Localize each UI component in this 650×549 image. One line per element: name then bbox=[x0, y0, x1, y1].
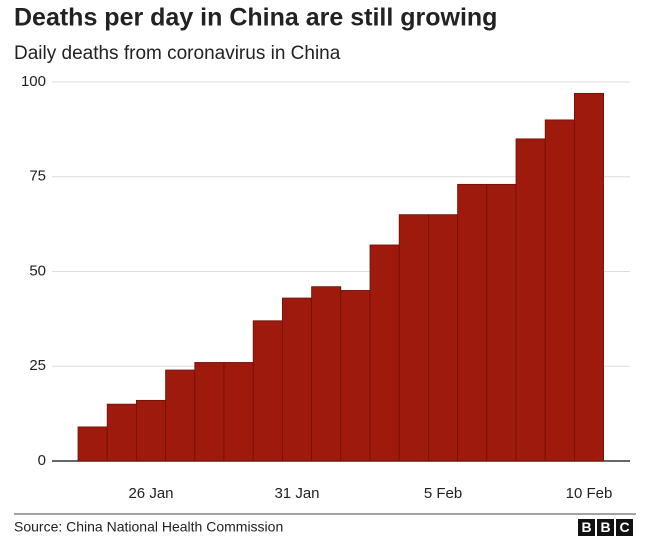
bar bbox=[544, 119, 575, 462]
bar bbox=[427, 214, 458, 462]
logo-letter: C bbox=[619, 519, 629, 535]
bar bbox=[252, 320, 283, 462]
logo-box bbox=[578, 519, 595, 536]
chart-subtitle: Daily deaths from coronavirus in China bbox=[14, 43, 341, 64]
bar bbox=[135, 399, 166, 462]
bar bbox=[574, 92, 605, 462]
chart-title: Deaths per day in China are still growin… bbox=[14, 4, 497, 32]
y-tick-label: 75 bbox=[29, 168, 46, 185]
logo-letter: B bbox=[581, 519, 591, 535]
x-tick-label: 5 Feb bbox=[424, 485, 462, 502]
bar bbox=[457, 183, 488, 462]
logo-box bbox=[616, 519, 633, 536]
y-tick-label: 0 bbox=[38, 452, 46, 469]
source: Source: China National Health Commission bbox=[14, 519, 283, 535]
bar bbox=[223, 362, 254, 462]
y-tick-label: 50 bbox=[29, 262, 46, 279]
bar bbox=[398, 214, 429, 462]
bar bbox=[77, 426, 108, 462]
bar bbox=[165, 369, 196, 462]
x-tick-label: 31 Jan bbox=[274, 485, 319, 502]
logo-box bbox=[597, 519, 614, 536]
bar bbox=[486, 183, 517, 462]
bar bbox=[369, 244, 400, 462]
bar bbox=[194, 362, 225, 462]
x-tick-label: 10 Feb bbox=[566, 485, 613, 502]
bar bbox=[106, 403, 137, 462]
y-tick-label: 100 bbox=[21, 73, 46, 90]
logo-letter: B bbox=[600, 519, 610, 535]
bar bbox=[281, 297, 312, 462]
x-tick-label: 26 Jan bbox=[128, 485, 173, 502]
bar bbox=[340, 290, 371, 462]
y-tick-label: 25 bbox=[29, 357, 46, 374]
bar bbox=[515, 138, 546, 462]
bar bbox=[311, 286, 342, 462]
